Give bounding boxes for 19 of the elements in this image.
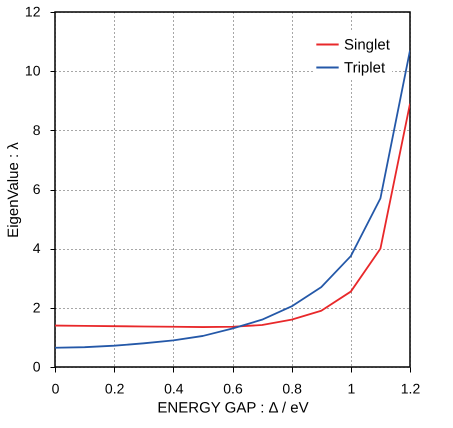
legend-label: Singlet (344, 36, 391, 54)
y-tick-label: 12 (24, 4, 41, 20)
x-axis-title: ENERGY GAP : Δ / eV (157, 400, 309, 416)
y-axis-title: EigenValue : λ (4, 142, 22, 238)
x-tick-label: 0 (52, 380, 60, 396)
x-tick-label: 1 (347, 380, 356, 396)
y-tick-label: 2 (32, 299, 41, 316)
y-tick-label: 8 (32, 122, 41, 138)
x-tick-label: 1.2 (400, 380, 420, 396)
y-tick-label: 0 (32, 358, 41, 374)
x-tick-label: 0.2 (104, 380, 125, 396)
legend-label: Triplet (344, 60, 386, 76)
line-series (55, 102, 410, 328)
x-tick-label: 0.8 (282, 380, 302, 396)
y-tick-label: 10 (24, 62, 41, 79)
x-tick-label: 0.4 (164, 380, 184, 396)
y-tick-label: 6 (32, 181, 41, 197)
x-tick-label: 0.6 (223, 380, 243, 396)
y-tick-label: 4 (32, 240, 41, 256)
